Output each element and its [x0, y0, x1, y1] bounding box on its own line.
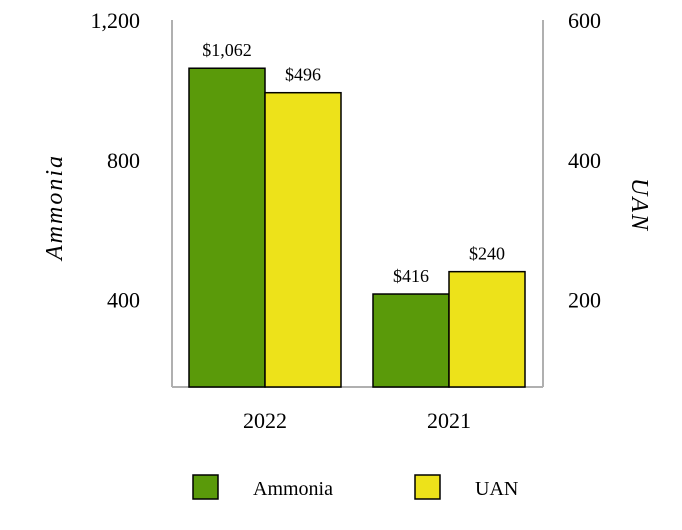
legend-label-ammonia: Ammonia [253, 478, 333, 500]
bar-uan-2021 [448, 270, 526, 388]
data-label: $416 [393, 266, 429, 286]
left-axis-title: Ammonia [42, 154, 68, 262]
left-tick-label: 400 [107, 288, 140, 313]
legend-swatch-ammonia [192, 474, 219, 500]
right-axis-title: UAN [626, 178, 652, 232]
data-label: $496 [285, 65, 321, 85]
bar-ammonia-2021 [372, 293, 450, 388]
legend-label-uan: UAN [475, 478, 518, 500]
data-label: $240 [469, 244, 505, 264]
bar-uan-2022 [264, 91, 342, 388]
x-tick-label: 2022 [243, 408, 287, 433]
right-tick-label: 600 [568, 8, 601, 33]
bar-ammonia-2022 [188, 67, 266, 388]
right-tick-label: 200 [568, 288, 601, 313]
x-tick-label: 2021 [427, 408, 471, 433]
left-tick-label: 800 [107, 148, 140, 173]
right-tick-label: 400 [568, 148, 601, 173]
data-label: $1,062 [202, 40, 252, 60]
legend-swatch-uan [414, 474, 441, 500]
left-tick-label: 1,200 [91, 8, 141, 33]
